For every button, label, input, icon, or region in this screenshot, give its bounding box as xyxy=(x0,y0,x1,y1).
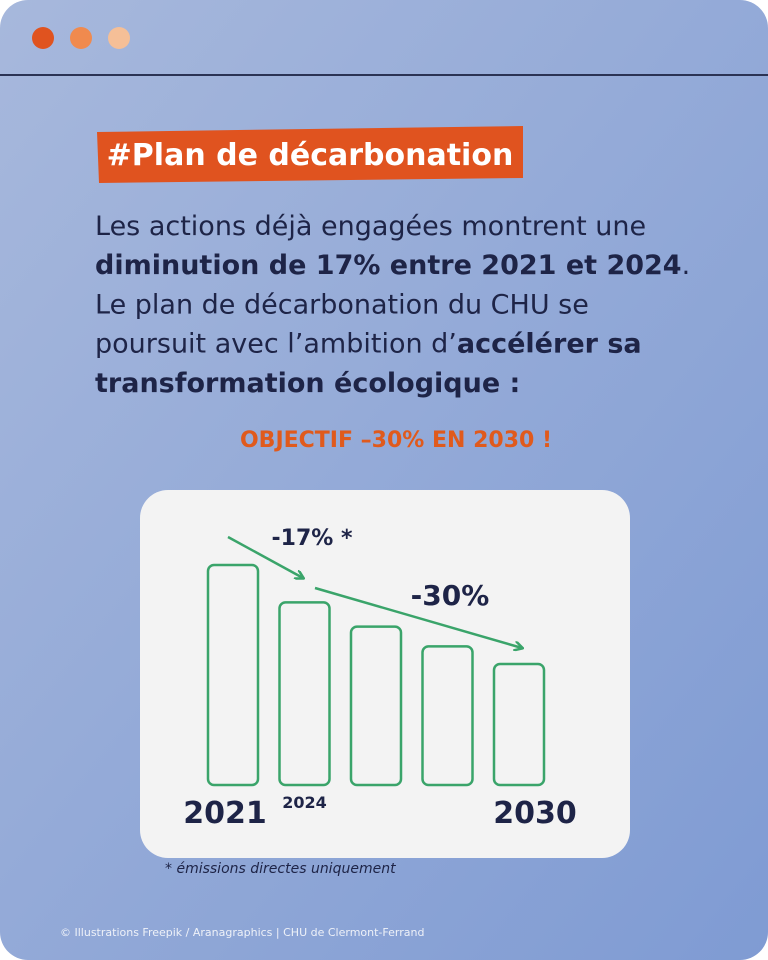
x-tick-label: 2030 xyxy=(493,796,577,831)
objective: OBJECTIF –30% EN 2030 ! xyxy=(240,428,552,453)
chart: 2021 2024 2030 xyxy=(183,563,577,831)
annotation: -17% * xyxy=(272,526,353,551)
paragraph: Les actions déjà engagées montrent une di… xyxy=(95,211,690,399)
paragraph-line: Les actions déjà engagées montrent une xyxy=(95,211,646,242)
x-tick-label: 2021 xyxy=(183,796,267,831)
chart-panel xyxy=(140,490,630,858)
text-segment: Le plan de décarbonation du CHU se xyxy=(95,289,589,320)
x-tick-label: 2024 xyxy=(282,793,327,812)
bar xyxy=(349,625,403,787)
paragraph-line: Le plan de décarbonation du CHU se xyxy=(95,289,589,320)
footnote: * émissions directes uniquement xyxy=(165,861,396,877)
arrow xyxy=(314,586,522,648)
text-segment: accélérer sa xyxy=(457,329,642,360)
bar xyxy=(492,662,546,787)
tag: #Plan de décarbonation xyxy=(107,138,514,173)
text-segment: transformation écologique : xyxy=(95,368,520,399)
paragraph-line: transformation écologique : xyxy=(95,368,520,399)
annotation: -30% xyxy=(411,579,490,612)
bar xyxy=(206,563,260,787)
credit: © Illustrations Freepik / Aranagraphics … xyxy=(60,926,424,939)
tag-background xyxy=(97,126,523,183)
text-segment: . xyxy=(682,250,691,281)
arrow xyxy=(227,535,303,578)
paragraph-line: poursuit avec l’ambition d’accélérer sa xyxy=(95,329,642,360)
window-dot xyxy=(70,27,92,49)
window-dot xyxy=(108,27,130,49)
text-segment: Les actions déjà engagées montrent une xyxy=(95,211,646,242)
paragraph-line: diminution de 17% entre 2021 et 2024. xyxy=(95,250,690,281)
text-segment: diminution de 17% entre 2021 et 2024 xyxy=(95,250,682,281)
bar xyxy=(421,645,474,787)
window-dot xyxy=(32,27,54,49)
bar xyxy=(278,601,331,787)
text-segment: poursuit avec l’ambition d’ xyxy=(95,329,457,360)
